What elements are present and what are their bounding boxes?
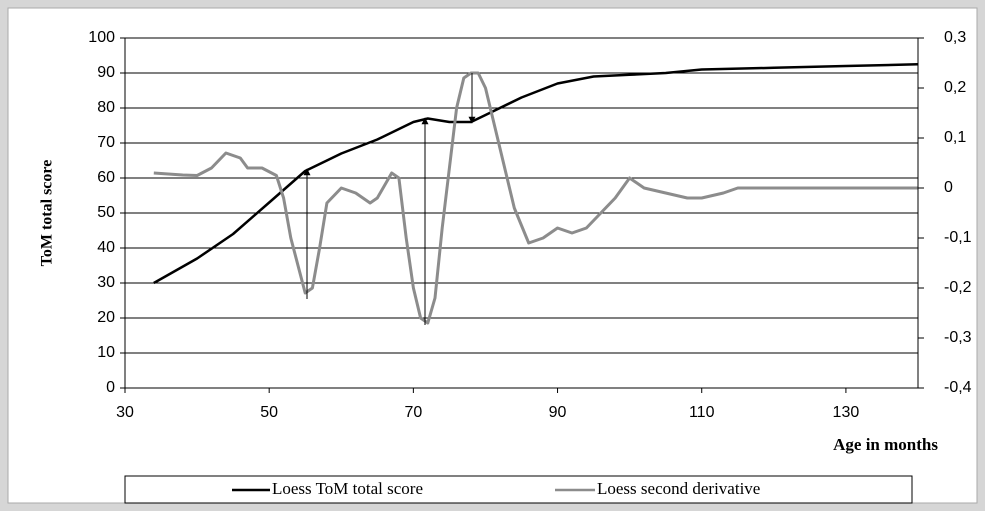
y2-tick-label: -0,3: [944, 329, 972, 346]
x-tick-label: 70: [404, 404, 422, 421]
y-tick-label: 100: [88, 29, 115, 46]
y-tick-label: 30: [97, 274, 115, 291]
y2-tick-label: -0,2: [944, 279, 972, 296]
x-tick-label: 130: [833, 404, 860, 421]
x-tick-label: 90: [549, 404, 567, 421]
legend: [124, 475, 913, 504]
y-tick-label: 50: [97, 204, 115, 221]
y-tick-label: 80: [97, 99, 115, 116]
x-tick-label: 110: [689, 404, 715, 421]
series-line: [153, 63, 919, 285]
y-tick-label: 40: [97, 239, 115, 256]
y2-tick-label: 0,3: [944, 29, 966, 46]
x-axis-title: Age in months: [833, 435, 938, 454]
legend-label: Loess ToM total score: [272, 479, 423, 498]
y2-tick-label: 0,1: [944, 129, 966, 146]
legend-label: Loess second derivative: [597, 479, 760, 498]
y-tick-label: 70: [97, 134, 115, 151]
y2-tick-label: 0: [944, 179, 953, 196]
y-tick-label: 60: [97, 169, 115, 186]
y2-tick-label: -0,1: [944, 229, 972, 246]
x-tick-label: 50: [260, 404, 278, 421]
y-tick-label: 20: [97, 309, 115, 326]
y-axis-title: ToM total score: [39, 160, 56, 267]
series-line: [153, 71, 918, 325]
y-tick-label: 0: [106, 379, 115, 396]
y2-tick-label: 0,2: [944, 79, 966, 96]
y-tick-label: 90: [97, 64, 115, 81]
panel: [7, 7, 978, 504]
y2-tick-label: -0,4: [944, 379, 972, 396]
y-tick-label: 10: [97, 344, 115, 361]
x-tick-label: 30: [116, 404, 134, 421]
